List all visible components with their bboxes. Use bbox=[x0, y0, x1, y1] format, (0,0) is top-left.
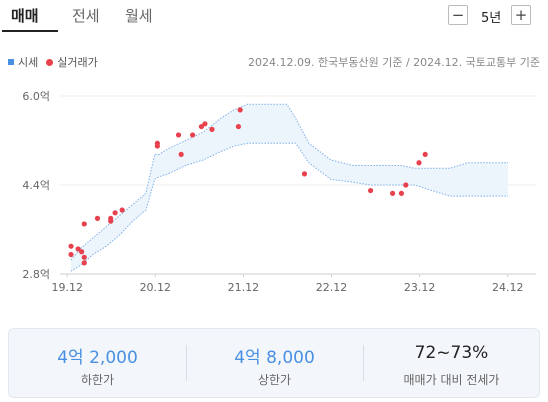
actual-trade-point bbox=[398, 190, 405, 196]
legend-actual-trade: 실거래가 bbox=[57, 56, 98, 69]
actual-trade-point bbox=[75, 246, 81, 252]
lower-price-value: 4억 2,000 bbox=[57, 348, 138, 368]
source-note: 2024.12.09. 한국부동산원 기준 / 2024.12. 국토교통부 기… bbox=[248, 56, 540, 69]
deal-type-tabs: 매매 전세 월세 bbox=[0, 0, 548, 33]
jeonse-ratio-summary: 72~73% 매매가 대비 전세가 bbox=[363, 329, 540, 397]
legend-market-price: 시세 bbox=[18, 56, 39, 69]
market-price-lower-line bbox=[70, 142, 508, 272]
chart-axes: 2.8억 4.4억 6.0억 19.12 20.12 21.12 22.12 23.12 24.… bbox=[22, 90, 536, 294]
actual-trade-point bbox=[301, 171, 308, 177]
actual-trade-point bbox=[175, 132, 182, 138]
actual-trade-point bbox=[190, 132, 196, 138]
actual-trade-point bbox=[119, 207, 125, 213]
price-summary: 4억 2,000 하한가 4억 8,000 상한가 72~73% 매매가 대비 … bbox=[8, 328, 540, 398]
actual-trade-point bbox=[198, 123, 205, 130]
actual-trade-points bbox=[68, 107, 428, 266]
actual-trade-point bbox=[422, 151, 428, 158]
actual-trade-point bbox=[403, 182, 409, 188]
summary-divider bbox=[186, 345, 187, 381]
actual-trade-point bbox=[178, 151, 184, 158]
actual-trade-point bbox=[112, 210, 118, 216]
actual-trade-legend-swatch bbox=[46, 59, 54, 66]
actual-trade-point bbox=[367, 187, 374, 194]
x-tick-label: 22.12 bbox=[316, 281, 348, 294]
x-tick-label: 24.12 bbox=[492, 281, 524, 294]
period-decrease-button[interactable]: − bbox=[448, 5, 468, 25]
actual-trade-point bbox=[94, 215, 101, 221]
actual-trade-point bbox=[81, 260, 87, 266]
chart-legend: 시세 실거래가 bbox=[8, 54, 98, 70]
x-tick-label: 21.12 bbox=[228, 281, 260, 294]
x-tick-label: 20.12 bbox=[140, 281, 172, 294]
actual-trade-point bbox=[108, 215, 114, 221]
active-tab-underline bbox=[2, 30, 58, 32]
lower-price-label: 하한가 bbox=[80, 373, 115, 387]
x-tick-label: 23.12 bbox=[404, 281, 436, 294]
actual-trade-point bbox=[416, 160, 422, 166]
price-chart: 2.8억 4.4억 6.0억 19.12 20.12 21.12 22.12 23.12 24.… bbox=[22, 90, 536, 294]
x-tick-label: 19.12 bbox=[51, 281, 83, 294]
y-tick-label: 2.8억 bbox=[22, 268, 50, 281]
actual-trade-point bbox=[237, 107, 243, 113]
lower-price-summary: 4억 2,000 하한가 bbox=[9, 329, 186, 397]
period-increase-button[interactable]: + bbox=[511, 5, 531, 25]
jeonse-ratio-label: 매매가 대비 전세가 bbox=[403, 373, 500, 387]
actual-trade-point bbox=[81, 254, 87, 260]
market-price-band-fill bbox=[71, 104, 508, 272]
upper-price-value: 4억 8,000 bbox=[234, 348, 315, 368]
actual-trade-point bbox=[209, 126, 215, 132]
y-tick-label: 6.0억 bbox=[22, 90, 50, 103]
period-label: 5년 bbox=[481, 11, 502, 26]
actual-trade-point bbox=[79, 249, 85, 255]
upper-price-label: 상한가 bbox=[257, 373, 292, 387]
y-tick-label: 4.4억 bbox=[22, 179, 50, 192]
tab-jeonse[interactable]: 전세 bbox=[72, 7, 100, 25]
summary-divider bbox=[363, 345, 364, 381]
jeonse-ratio-value: 72~73% bbox=[414, 343, 489, 363]
market-price-legend-swatch bbox=[8, 59, 14, 65]
period-control: − 5년 + bbox=[448, 5, 532, 27]
actual-trade-point bbox=[154, 143, 160, 149]
upper-price-summary: 4억 8,000 상한가 bbox=[186, 329, 363, 397]
actual-trade-point bbox=[389, 190, 396, 196]
tab-sale[interactable]: 매매 bbox=[11, 7, 39, 25]
actual-trade-point bbox=[81, 221, 87, 227]
market-price-band bbox=[70, 103, 508, 272]
actual-trade-point bbox=[68, 251, 74, 258]
actual-trade-point bbox=[235, 123, 242, 130]
actual-trade-point bbox=[68, 243, 74, 249]
tab-monthly-rent[interactable]: 월세 bbox=[125, 7, 153, 25]
actual-trade-point bbox=[202, 121, 208, 127]
